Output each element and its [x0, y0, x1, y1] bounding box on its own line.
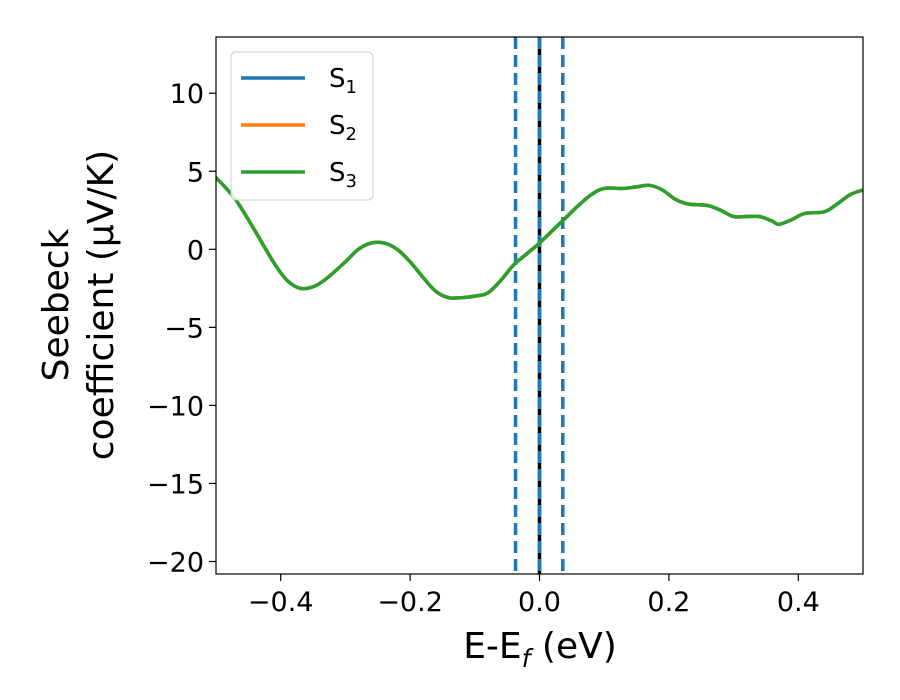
y-axis-label: Seebeck coefficient (μV/K): [36, 150, 122, 460]
legend-label-2: S2: [329, 111, 357, 145]
legend-label-base: S: [329, 64, 346, 94]
x-axis-label: E-Ef (eV): [463, 626, 617, 673]
vertical-lines: [513, 37, 565, 574]
y-tick-label: 10: [170, 79, 204, 110]
legend-label-base: S: [329, 158, 346, 188]
y-axis-label-line1: Seebeck: [36, 228, 77, 381]
x-tick-label: −0.2: [377, 587, 443, 618]
legend-label-subscript: 1: [346, 77, 357, 98]
x-tick-label: 0.4: [777, 587, 820, 618]
x-axis-ticks: −0.4 −0.2 0.0 0.2 0.4: [248, 574, 820, 618]
series-lines: [216, 175, 863, 300]
legend-label-subscript: 3: [346, 171, 357, 192]
y-tick-label: −20: [147, 548, 204, 579]
y-tick-label: −15: [147, 469, 204, 500]
x-tick-label: −0.4: [248, 587, 314, 618]
y-tick-label: 0: [187, 235, 204, 266]
y-tick-label: 5: [187, 157, 204, 188]
y-tick-label: −5: [164, 313, 204, 344]
y-axis-ticks: 10 5 0 −5 −10 −15 −20: [147, 79, 216, 579]
legend-label-base: S: [329, 111, 346, 141]
y-axis-label-line2: coefficient (μV/K): [81, 150, 122, 460]
legend-label-1: S1: [329, 64, 357, 98]
x-axis-label-unit: (eV): [530, 626, 616, 667]
legend-label-3: S3: [329, 158, 357, 192]
series-line-3: [216, 175, 863, 300]
x-tick-label: 0.2: [647, 587, 690, 618]
y-tick-label: −10: [147, 391, 204, 422]
x-tick-label: 0.0: [518, 587, 561, 618]
legend-label-subscript: 2: [346, 124, 357, 145]
x-axis-label-base: E-E: [463, 626, 521, 667]
